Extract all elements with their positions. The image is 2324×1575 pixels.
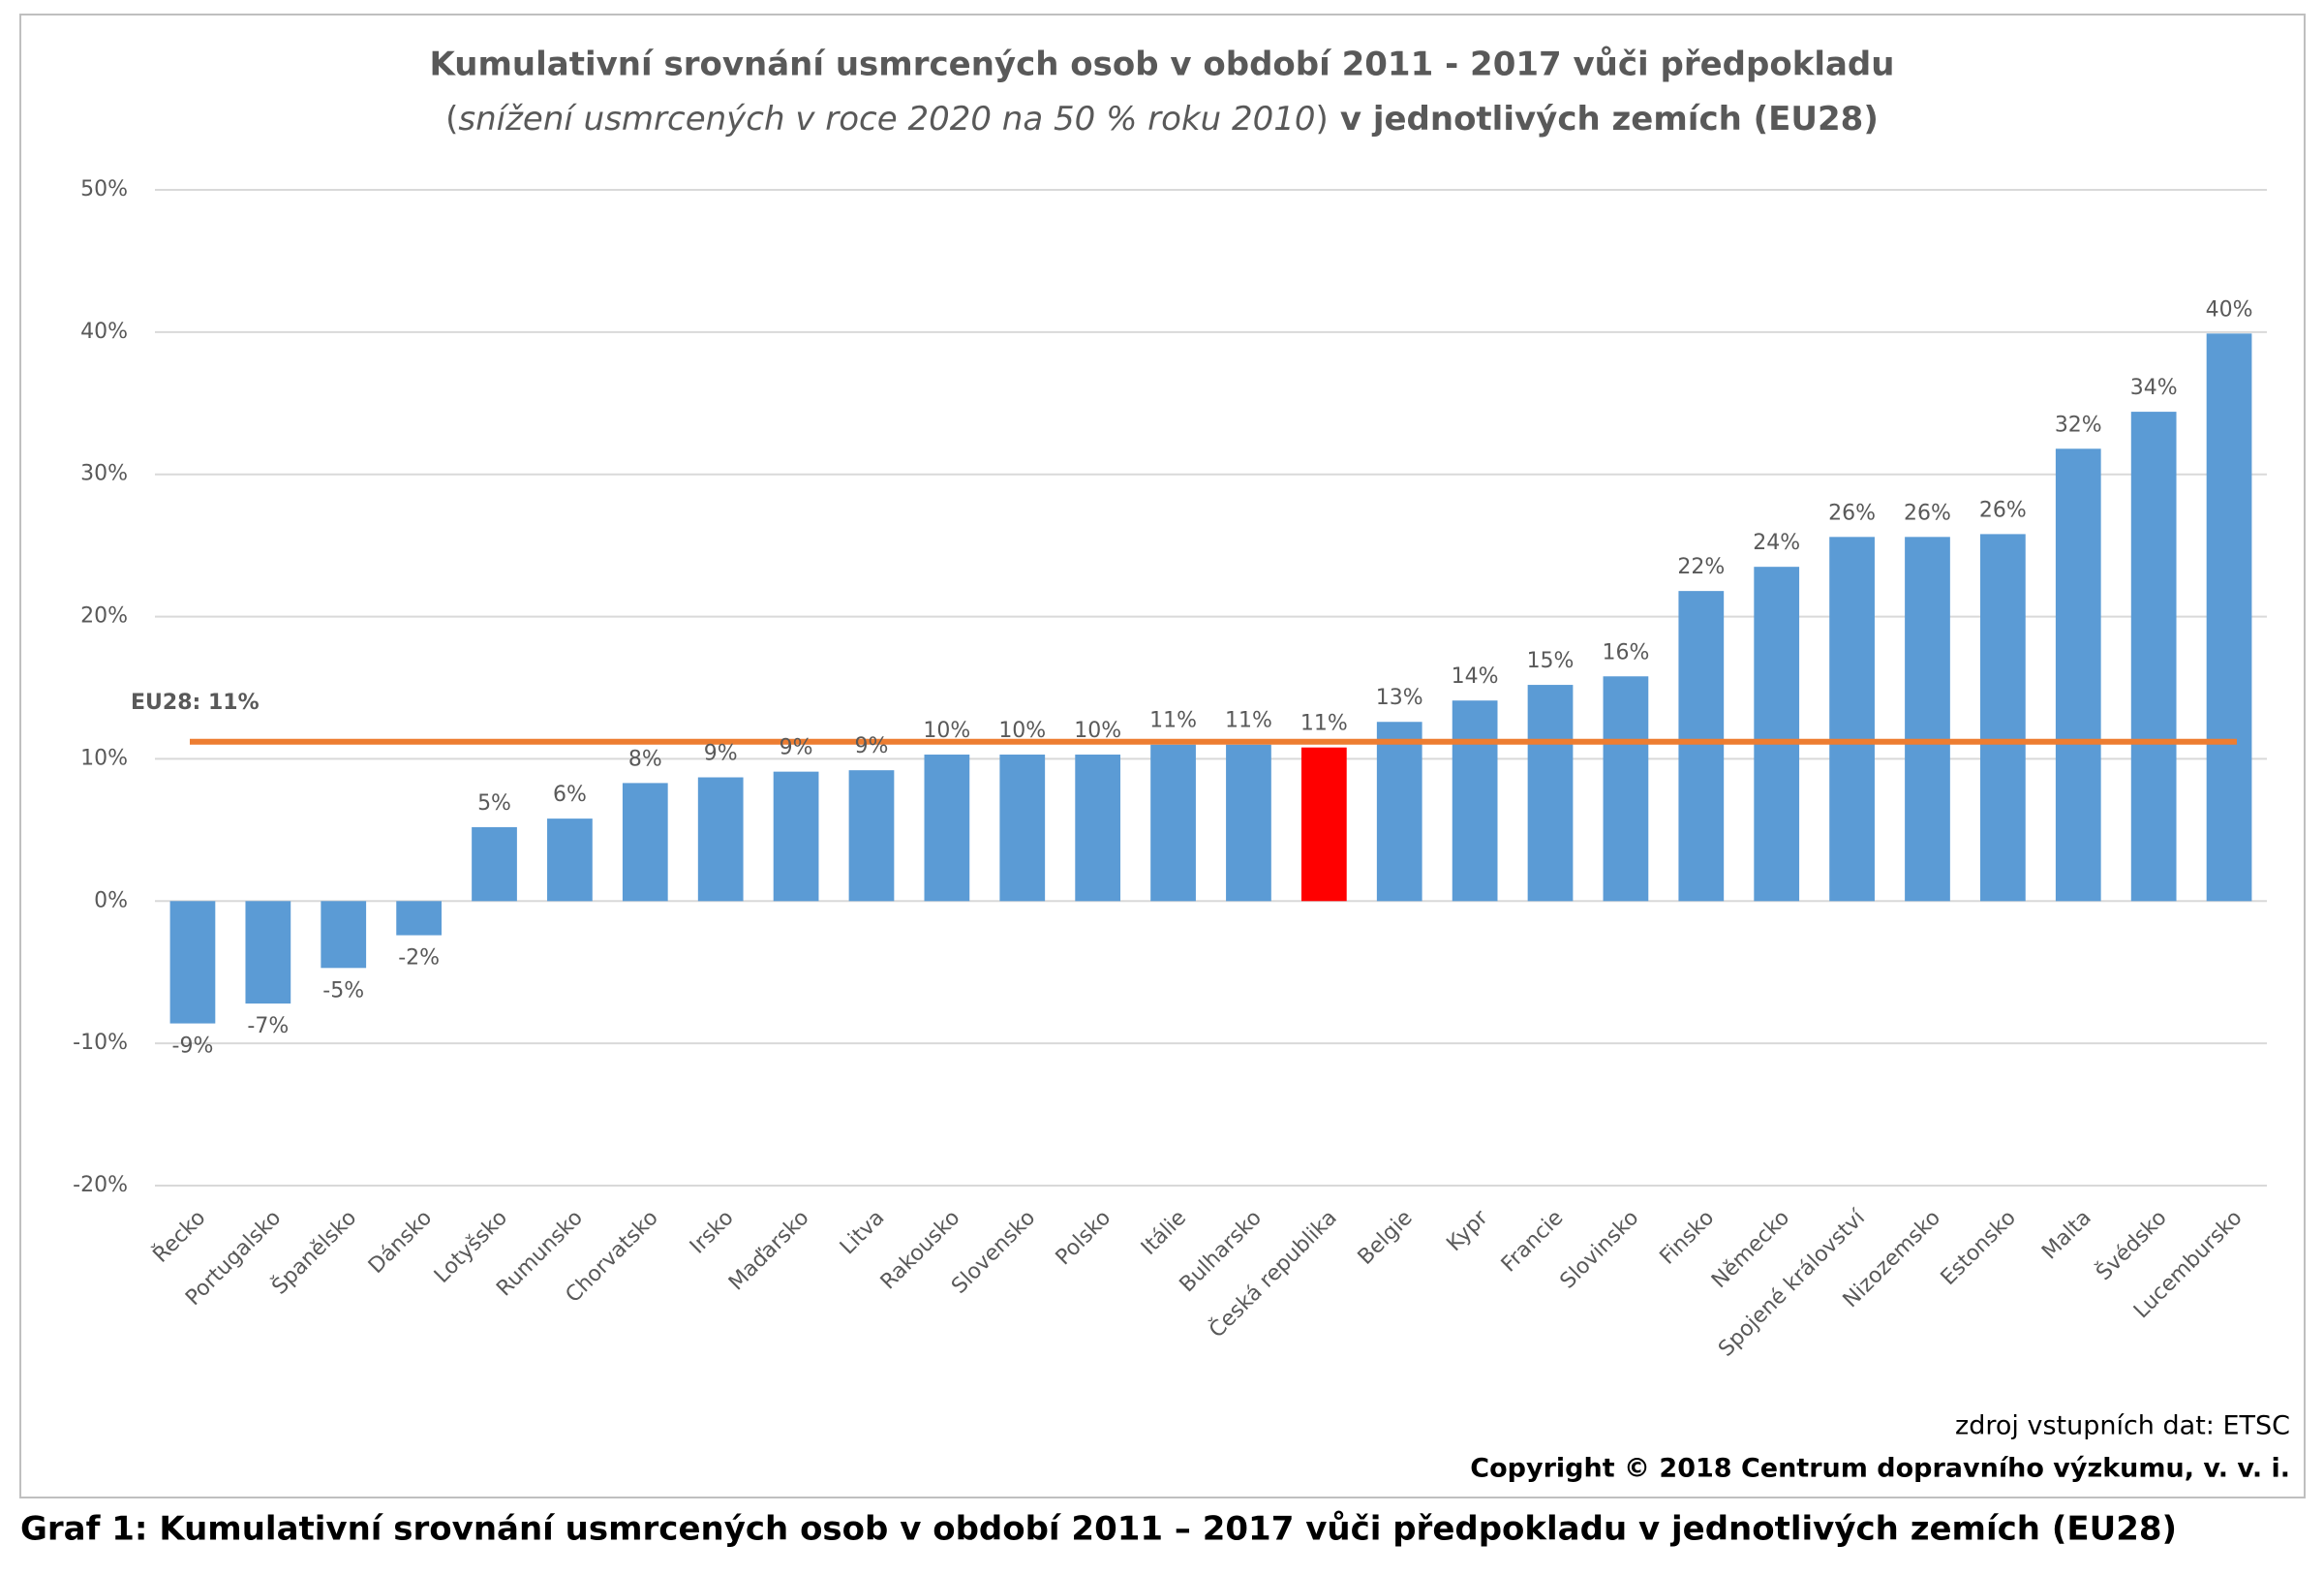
value-label: 24% [1753,531,1800,555]
bar [321,901,367,969]
x-tick-label: Kypr [1442,1205,1493,1256]
bar [1527,685,1574,902]
bar [1452,700,1498,902]
bar [169,901,216,1024]
bar [2206,333,2252,902]
bar [1905,537,1950,902]
value-label: 40% [2206,297,2253,322]
value-label: 26% [1904,501,1951,525]
value-label: 26% [1979,498,2027,522]
value-label: 10% [1074,719,1121,743]
bar [1678,591,1725,902]
x-tick-label: Francie [1497,1206,1569,1278]
x-tick-label: Řecko [148,1205,211,1268]
x-tick-label: Estonsko [1937,1206,2021,1290]
value-label: 34% [2130,376,2178,400]
value-label: 5% [477,791,511,816]
x-tick-label: Belgie [1354,1206,1418,1270]
y-tick-label: 10% [80,746,128,770]
value-label: 8% [628,747,662,771]
bar [1150,744,1196,902]
y-tick-label: -10% [73,1031,128,1055]
chart-title: Kumulativní srovnání usmrcených osob v o… [430,46,1895,84]
reference-label: EU28: 11% [131,691,260,715]
subtitle-part: ) [1316,100,1329,139]
y-tick-label: 40% [80,320,128,344]
bar [697,777,744,902]
value-label: 9% [704,742,738,766]
bar [1075,755,1121,902]
x-tick-label: Česká republika [1205,1205,1342,1343]
value-label: 11% [1300,712,1348,736]
bar [773,771,819,902]
bar [1376,722,1422,902]
x-tick-label: Polsko [1052,1206,1116,1270]
x-tick-label: Dánsko [364,1206,437,1279]
value-label: -2% [398,946,440,971]
bar [396,901,442,936]
y-tick-label: 20% [80,604,128,629]
bar [472,826,517,902]
bar [1980,534,2026,902]
value-label: 9% [855,734,889,758]
bar [848,770,895,902]
subtitle-part: ( [445,100,458,139]
x-tick-label: Irsko [686,1206,739,1259]
value-label: -9% [172,1035,214,1059]
y-tick-label: 30% [80,462,128,486]
value-label: 22% [1677,555,1725,579]
y-tick-label: 0% [94,888,128,912]
value-label: 14% [1452,664,1499,689]
value-label: -5% [322,978,364,1003]
value-label: 26% [1828,501,1876,525]
value-label: 11% [1225,709,1272,733]
value-label: 16% [1602,640,1649,664]
bar [1226,744,1271,902]
bar [622,783,668,902]
x-tick-label: Slovinsko [1556,1206,1644,1294]
chart-border [19,14,2306,1498]
x-tick-label: Švédsko [2092,1205,2172,1285]
x-tick-label: Malta [2037,1206,2096,1265]
x-tick-label: Finsko [1656,1206,1720,1270]
chart-subtitle: (snížení usmrcených v roce 2020 na 50 % … [445,100,1879,139]
copyright-note: Copyright © 2018 Centrum dopravního výzk… [1470,1454,2290,1484]
value-label: 13% [1376,686,1423,710]
x-tick-label: Itálie [1137,1206,1191,1260]
value-label: 10% [923,719,970,743]
bar [547,818,593,902]
bar [2130,412,2177,902]
bar [1754,567,1800,902]
caption: Graf 1: Kumulativní srovnání usmrcených … [20,1510,2177,1549]
bar [1829,537,1875,902]
source-note: zdroj vstupních dat: ETSC [1955,1411,2290,1441]
y-tick-label: 50% [80,177,128,201]
x-tick-label: Spojené království [1714,1205,1871,1362]
subtitle-part: snížení usmrcených v roce 2020 na 50 % r… [458,100,1315,139]
value-label: 11% [1149,709,1197,733]
y-tick-label: -20% [73,1173,128,1197]
x-tick-label: Litva [836,1206,890,1260]
value-label: 10% [998,719,1046,743]
subtitle-part: v jednotlivých zemích (EU28) [1340,100,1879,139]
value-label: 15% [1527,649,1575,673]
value-label: 32% [2055,413,2102,437]
value-label: 6% [553,783,587,807]
x-tick-label: Maďarsko [724,1206,814,1296]
bar [1603,676,1649,902]
bar [2055,448,2101,902]
bar [924,755,970,902]
bar [999,755,1046,902]
value-label: -7% [247,1014,289,1038]
value-label: 9% [780,736,813,760]
bar [1300,747,1347,902]
bar [245,901,291,1004]
